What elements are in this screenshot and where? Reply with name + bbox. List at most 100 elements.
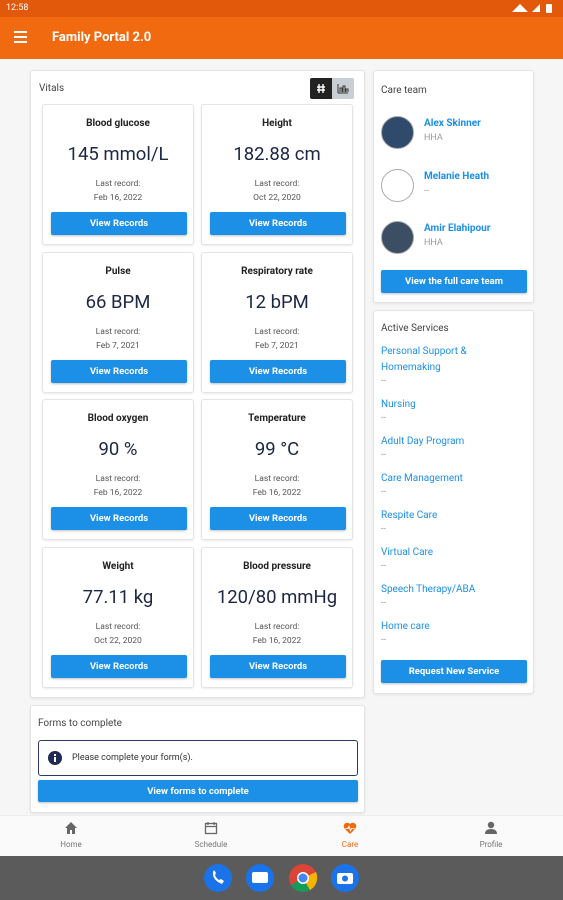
service-name[interactable]: Personal Support & Homemaking	[381, 346, 467, 373]
record-date: Feb 16, 2022	[93, 488, 143, 498]
service-name[interactable]: Care Management	[381, 473, 463, 484]
vitals-card: Vitals Blood glucose 145 mmol/L Last recor…	[30, 70, 365, 698]
status-icons	[512, 4, 552, 13]
nav-icon[interactable]	[64, 821, 78, 835]
vital-name: Pulse	[105, 265, 131, 277]
nav-icon[interactable]	[204, 821, 218, 835]
nav-icon[interactable]	[484, 821, 498, 835]
record-date: Oct 22, 2020	[253, 193, 301, 203]
vital-name: Weight	[102, 560, 134, 572]
avatar	[381, 168, 414, 202]
vital-name: Respiratory rate	[241, 265, 313, 277]
vital-tile: Temperature 99 °C Last record: Feb 16, 2022…	[201, 399, 353, 540]
view-care-team-button[interactable]: View the full care team	[381, 270, 527, 293]
status-time: 12:58	[6, 3, 29, 13]
view-forms-button[interactable]: View forms to complete	[38, 780, 358, 802]
chart-view-button[interactable]	[332, 78, 354, 99]
vital-tile: Blood oxygen 90 % Last record: Feb 16, 2022…	[42, 399, 194, 540]
service-status: --	[381, 635, 386, 645]
record-label: Last record:	[95, 179, 141, 189]
vital-tile: Blood glucose 145 mmol/L Last record: Feb 1…	[42, 104, 194, 245]
member-name[interactable]: Melanie Heath	[424, 170, 490, 182]
record-date: Feb 7, 2021	[255, 340, 299, 351]
nav-label[interactable]: Profile	[479, 840, 503, 849]
service-status: --	[381, 561, 386, 571]
service-status: --	[381, 524, 386, 534]
vital-value: 90 %	[98, 438, 138, 460]
member-role: --	[424, 185, 429, 196]
member-name[interactable]: Alex Skinner	[424, 118, 481, 129]
record-date: Oct 22, 2020	[94, 635, 142, 646]
vital-tile: Height 182.88 cm Last record: Oct 22, 2020 V…	[201, 104, 353, 245]
record-label: Last record:	[254, 621, 300, 632]
record-date: Feb 16, 2022	[93, 193, 143, 203]
app-title: Family Portal 2.0	[52, 30, 152, 45]
view-records-button[interactable]: View Records	[210, 654, 346, 678]
record-label: Last record:	[95, 326, 141, 337]
nav-icon[interactable]	[343, 821, 357, 835]
service-status: --	[381, 450, 386, 460]
view-records-button[interactable]: View Records	[210, 359, 346, 383]
service-name[interactable]: Adult Day Program	[381, 436, 465, 447]
forms-message: Please complete your form(s).	[72, 753, 193, 763]
nav-label[interactable]: Schedule	[194, 840, 228, 849]
vital-value: 182.88 cm	[233, 143, 321, 165]
service-name[interactable]: Speech Therapy/ABA	[381, 584, 476, 595]
forms-card: Forms to complete Please complete your f…	[30, 705, 365, 813]
system-dock	[0, 856, 563, 900]
vital-value: 145 mmol/L	[67, 143, 169, 165]
care-team-card: Care team Alex Skinner HHA Melanie Heath --…	[373, 70, 534, 303]
vital-name: Height	[262, 118, 292, 129]
view-records-button[interactable]: View Records	[51, 212, 187, 235]
vital-value: 77.11 kg	[82, 585, 154, 608]
nav-label[interactable]: Home	[60, 840, 82, 849]
dock-apps	[204, 864, 359, 892]
view-records-button[interactable]: View Records	[51, 507, 187, 530]
service-name[interactable]: Respite Care	[381, 510, 438, 521]
member-role: HHA	[424, 133, 443, 143]
service-name[interactable]: Nursing	[381, 399, 416, 410]
care-team-title: Care team	[381, 85, 427, 96]
forms-title: Forms to complete	[38, 718, 122, 729]
record-date: Feb 7, 2021	[96, 340, 140, 351]
record-label: Last record:	[254, 326, 300, 337]
avatar	[381, 221, 414, 254]
vital-tile: Pulse 66 BPM Last record: Feb 7, 2021 View R…	[42, 251, 194, 393]
service-name[interactable]: Home care	[381, 621, 430, 632]
vital-name: Temperature	[248, 413, 306, 424]
vital-name: Blood oxygen	[87, 413, 149, 424]
vital-tile: Respiratory rate 12 bPM Last record: Feb 7,…	[201, 251, 353, 393]
status-bar: 12:58	[0, 0, 563, 17]
service-status: --	[381, 598, 386, 608]
service-status: --	[381, 487, 386, 497]
record-label: Last record:	[254, 474, 300, 484]
member-role: HHA	[424, 238, 443, 248]
vital-name: Blood glucose	[86, 118, 150, 129]
menu-button[interactable]	[14, 31, 28, 43]
vital-value: 99 °C	[254, 438, 300, 460]
forms-alert: Please complete your form(s).	[38, 740, 358, 776]
view-records-button[interactable]: View Records	[51, 654, 187, 678]
service-status: --	[381, 376, 386, 386]
nav-label[interactable]: Care	[341, 840, 359, 849]
avatar	[381, 116, 414, 149]
view-records-button[interactable]: View Records	[210, 507, 346, 530]
record-label: Last record:	[95, 621, 141, 632]
view-records-button[interactable]: View Records	[210, 212, 346, 235]
view-records-button[interactable]: View Records	[51, 359, 187, 383]
service-name[interactable]: Virtual Care	[381, 547, 434, 558]
request-service-button[interactable]: Request New Service	[381, 660, 527, 683]
vital-value: 66 BPM	[85, 290, 151, 313]
record-label: Last record:	[254, 179, 300, 189]
grid-view-button[interactable]	[310, 78, 332, 99]
vital-value: 12 bPM	[245, 290, 309, 313]
vital-name: Blood pressure	[243, 560, 311, 572]
member-name[interactable]: Amir Elahipour	[424, 223, 491, 234]
vitals-title: Vitals	[39, 83, 65, 94]
services-card: Active Services Personal Support & Homem…	[373, 310, 534, 694]
bottom-nav: Home Schedule Care Profile	[0, 815, 563, 856]
record-label: Last record:	[95, 474, 141, 484]
vital-value: 120/80 mmHg	[216, 585, 338, 608]
phone-app[interactable]	[204, 864, 232, 892]
record-date: Feb 16, 2022	[252, 635, 302, 646]
